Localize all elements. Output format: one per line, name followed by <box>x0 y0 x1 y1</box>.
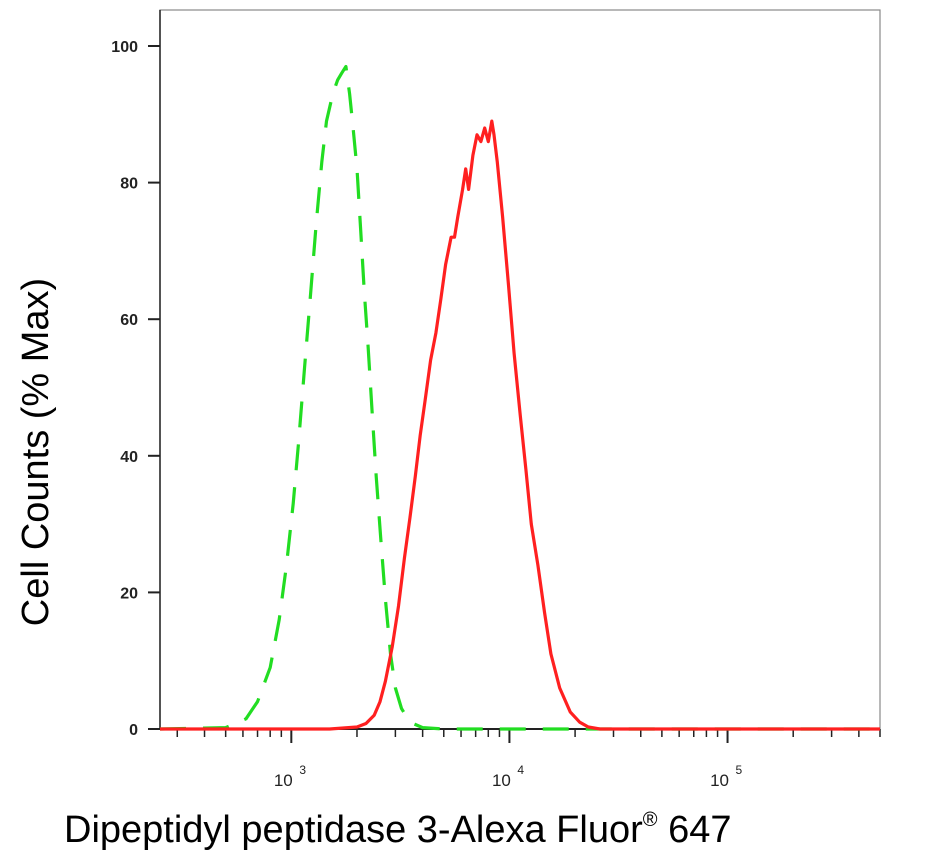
x-axis-title: Dipeptidyl peptidase 3-Alexa Fluor® 647 <box>64 809 731 851</box>
y-tick-label: 0 <box>129 722 138 739</box>
x-axis-title-text: Dipeptidyl peptidase 3-Alexa Fluor <box>64 809 643 851</box>
y-tick-label: 20 <box>120 585 138 602</box>
x-tick-label: 10 <box>710 771 729 790</box>
y-ticks: 0 20 40 60 80 100 <box>111 39 160 739</box>
x-tick-label: 10 <box>492 771 511 790</box>
control-histogram-line <box>159 64 880 731</box>
sample-histogram-line <box>160 119 880 731</box>
x-tick-exponent: 4 <box>517 763 524 777</box>
y-tick-label: 100 <box>111 39 138 56</box>
y-tick-label: 40 <box>120 449 138 466</box>
x-axis-title-suffix: 647 <box>658 809 732 851</box>
y-axis-title: Cell Counts (% Max) <box>15 278 57 626</box>
x-tick-label: 10 <box>274 771 293 790</box>
y-tick-label: 60 <box>120 312 138 329</box>
series-group <box>159 64 880 731</box>
x-ticks: 10 3 10 4 10 5 <box>176 729 881 790</box>
registered-mark: ® <box>643 809 658 831</box>
y-tick-label: 80 <box>120 176 138 193</box>
x-tick-exponent: 5 <box>736 763 743 777</box>
x-tick-exponent: 3 <box>299 763 306 777</box>
plot-frame <box>159 9 881 730</box>
